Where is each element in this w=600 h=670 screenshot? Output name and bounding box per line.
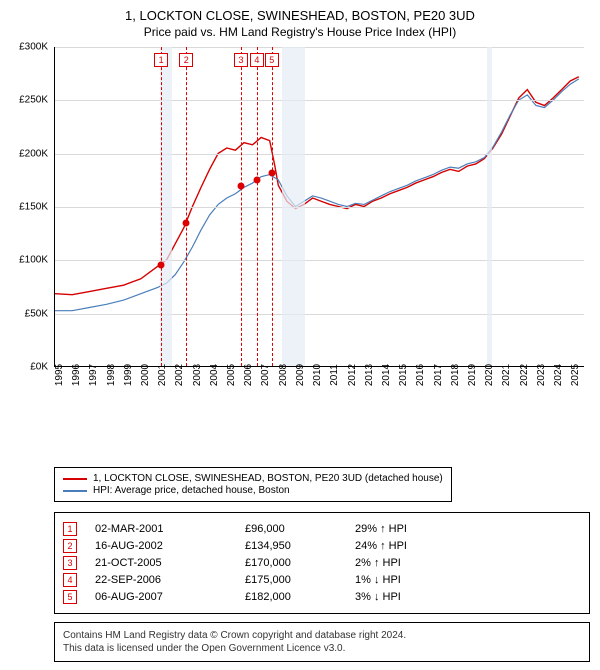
legend-item-hpi: HPI: Average price, detached house, Bost… xyxy=(63,485,443,496)
x-tick-label: 2016 xyxy=(415,364,426,386)
legend-label: HPI: Average price, detached house, Bost… xyxy=(93,485,290,496)
x-tick-label: 2024 xyxy=(553,364,564,386)
sale-diff: 24% ↑ HPI xyxy=(355,540,445,552)
sale-marker-box: 1 xyxy=(154,53,168,67)
footer: Contains HM Land Registry data © Crown c… xyxy=(54,622,590,662)
x-tick-label: 1995 xyxy=(54,364,65,386)
sale-price: £134,950 xyxy=(245,540,355,552)
recession-band xyxy=(487,47,492,366)
x-tick-label: 2001 xyxy=(157,364,168,386)
x-tick-label: 2025 xyxy=(570,364,581,386)
sale-vline xyxy=(272,47,273,366)
sale-marker-box: 2 xyxy=(179,53,193,67)
sale-date: 16-AUG-2002 xyxy=(95,540,245,552)
y-tick-label: £250K xyxy=(19,95,48,106)
sale-vline xyxy=(257,47,258,366)
sale-row: 3 21-OCT-2005£170,0002% ↑ HPI xyxy=(63,556,581,570)
x-tick-label: 2017 xyxy=(433,364,444,386)
x-tick-label: 2003 xyxy=(192,364,203,386)
sale-date: 06-AUG-2007 xyxy=(95,591,245,603)
sale-price: £182,000 xyxy=(245,591,355,603)
x-tick-label: 2008 xyxy=(278,364,289,386)
x-tick-label: 2004 xyxy=(209,364,220,386)
sale-price: £96,000 xyxy=(245,523,355,535)
sale-date: 21-OCT-2005 xyxy=(95,557,245,569)
sale-vline xyxy=(241,47,242,366)
sale-row: 5 06-AUG-2007£182,0003% ↓ HPI xyxy=(63,590,581,604)
y-tick-label: £50K xyxy=(25,308,48,319)
sale-vline xyxy=(186,47,187,366)
sale-number-box: 5 xyxy=(63,590,77,604)
x-tick-label: 2012 xyxy=(347,364,358,386)
sale-number-box: 3 xyxy=(63,556,77,570)
x-tick-label: 1998 xyxy=(106,364,117,386)
x-tick-label: 2007 xyxy=(260,364,271,386)
chart-area: £0K£50K£100K£150K£200K£250K£300K 12345 1… xyxy=(10,47,590,417)
y-tick-label: £150K xyxy=(19,202,48,213)
x-axis: 1995199619971998199920002001200220032004… xyxy=(54,371,584,411)
page-subtitle: Price paid vs. HM Land Registry's House … xyxy=(10,25,590,39)
sale-diff: 2% ↑ HPI xyxy=(355,557,445,569)
sale-date: 22-SEP-2006 xyxy=(95,574,245,586)
x-tick-label: 1997 xyxy=(88,364,99,386)
x-tick-label: 2019 xyxy=(467,364,478,386)
sale-dot xyxy=(238,182,245,189)
x-tick-label: 1996 xyxy=(71,364,82,386)
sale-diff: 3% ↓ HPI xyxy=(355,591,445,603)
footer-line: Contains HM Land Registry data © Crown c… xyxy=(63,629,581,642)
x-tick-label: 1999 xyxy=(123,364,134,386)
x-tick-label: 2018 xyxy=(450,364,461,386)
page-title: 1, LOCKTON CLOSE, SWINESHEAD, BOSTON, PE… xyxy=(10,8,590,23)
sale-price: £175,000 xyxy=(245,574,355,586)
sale-diff: 29% ↑ HPI xyxy=(355,523,445,535)
sale-date: 02-MAR-2001 xyxy=(95,523,245,535)
x-tick-label: 2000 xyxy=(140,364,151,386)
x-tick-label: 2020 xyxy=(484,364,495,386)
y-tick-label: £100K xyxy=(19,255,48,266)
plot-area: 12 345 xyxy=(54,47,584,367)
sale-diff: 1% ↓ HPI xyxy=(355,574,445,586)
sale-price: £170,000 xyxy=(245,557,355,569)
sales-table: 1 02-MAR-2001£96,00029% ↑ HPI 2 16-AUG-2002… xyxy=(54,512,590,614)
x-tick-label: 2010 xyxy=(312,364,323,386)
x-tick-label: 2015 xyxy=(398,364,409,386)
sale-row: 4 22-SEP-2006£175,0001% ↓ HPI xyxy=(63,573,581,587)
sale-row: 1 02-MAR-2001£96,00029% ↑ HPI xyxy=(63,522,581,536)
sale-marker-box: 3 xyxy=(234,53,248,67)
x-tick-label: 2006 xyxy=(243,364,254,386)
recession-band xyxy=(282,47,304,366)
y-tick-label: £200K xyxy=(19,148,48,159)
x-tick-label: 2022 xyxy=(519,364,530,386)
x-tick-label: 2013 xyxy=(364,364,375,386)
sale-number-box: 2 xyxy=(63,539,77,553)
sale-dot xyxy=(183,220,190,227)
x-tick-label: 2011 xyxy=(329,364,340,386)
y-axis: £0K£50K£100K£150K£200K£250K£300K xyxy=(10,47,52,367)
y-tick-label: £0K xyxy=(30,362,48,373)
sale-row: 2 16-AUG-2002£134,95024% ↑ HPI xyxy=(63,539,581,553)
sale-marker-box: 4 xyxy=(250,53,264,67)
x-tick-label: 2009 xyxy=(295,364,306,386)
legend: 1, LOCKTON CLOSE, SWINESHEAD, BOSTON, PE… xyxy=(54,467,452,502)
sale-number-box: 1 xyxy=(63,522,77,536)
sale-marker-box: 5 xyxy=(265,53,279,67)
x-tick-label: 2002 xyxy=(174,364,185,386)
legend-swatch xyxy=(63,490,87,492)
sale-dot xyxy=(253,177,260,184)
sale-dot xyxy=(158,261,165,268)
sale-vline xyxy=(161,47,162,366)
series-hpi xyxy=(55,79,579,311)
x-tick-label: 2014 xyxy=(381,364,392,386)
x-tick-label: 2005 xyxy=(226,364,237,386)
x-tick-label: 2023 xyxy=(536,364,547,386)
legend-item-price: 1, LOCKTON CLOSE, SWINESHEAD, BOSTON, PE… xyxy=(63,473,443,484)
legend-swatch xyxy=(63,478,87,480)
y-tick-label: £300K xyxy=(19,42,48,53)
sale-number-box: 4 xyxy=(63,573,77,587)
sale-dot xyxy=(268,169,275,176)
footer-line: This data is licensed under the Open Gov… xyxy=(63,642,581,655)
legend-label: 1, LOCKTON CLOSE, SWINESHEAD, BOSTON, PE… xyxy=(93,473,443,484)
x-tick-label: 2021 xyxy=(501,364,512,386)
series-price_paid xyxy=(55,77,579,295)
